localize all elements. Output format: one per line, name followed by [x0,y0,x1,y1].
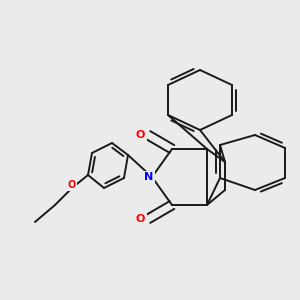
Text: O: O [68,180,76,190]
Text: O: O [136,214,145,224]
Text: N: N [144,172,154,182]
Text: O: O [136,130,145,140]
